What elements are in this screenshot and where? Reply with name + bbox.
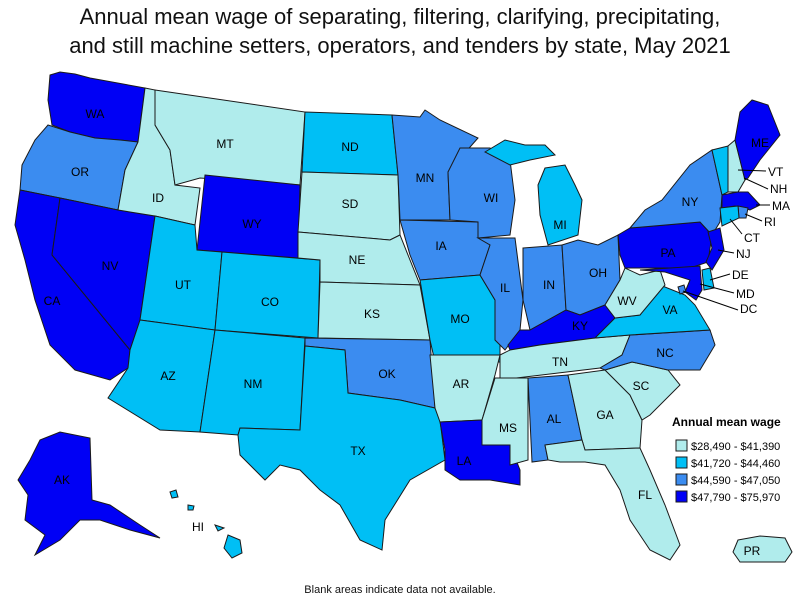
state-nh[interactable] [727,139,746,193]
legend-title: Annual mean wage [672,415,781,429]
state-shapes [14,71,793,563]
label-tn: TN [552,355,568,369]
label-ky: KY [572,319,588,333]
legend-label-1: $28,490 - $41,390 [691,441,780,453]
label-dc: DC [740,302,758,316]
state-nj[interactable] [705,227,725,271]
label-pa: PA [660,246,675,260]
leader-ri [744,213,763,222]
label-ne: NE [349,253,366,267]
legend-label-4: $47,790 - $75,970 [691,492,780,504]
label-al: AL [547,412,562,426]
label-nh: NH [770,182,787,196]
label-hi: HI [192,520,204,534]
label-mo: MO [450,312,469,326]
label-wa: WA [86,107,105,121]
label-ar: AR [453,377,470,391]
state-ak[interactable] [17,431,161,557]
label-pr: PR [744,544,761,558]
label-mi: MI [553,218,566,232]
state-ri[interactable] [737,205,749,219]
label-ak: AK [54,473,70,487]
label-ok: OK [378,367,395,381]
state-ms[interactable] [481,377,529,466]
label-mn: MN [416,171,435,185]
label-il: IL [500,281,510,295]
state-pa[interactable] [617,221,713,269]
label-nc: NC [656,346,674,360]
label-wi: WI [484,191,499,205]
label-sd: SD [342,197,359,211]
title-line-2: and still machine setters, operators, an… [69,33,731,58]
label-la: LA [457,454,472,468]
label-mt: MT [216,137,234,151]
leader-dc [682,290,739,311]
label-nm: NM [244,377,263,391]
leader-ct [729,218,743,235]
label-oh: OH [589,266,607,280]
map-title: Annual mean wage of separating, filterin… [0,2,800,60]
state-fl[interactable] [544,439,681,561]
legend: Annual mean wage $28,490 - $41,390 $41,7… [672,415,781,504]
footnote: Blank areas indicate data not available. [304,584,496,596]
state-labels: WA OR CA NV ID MT WY UT CO AZ NM ND SD N… [44,107,790,558]
state-tx[interactable] [237,345,446,551]
leader-md [699,283,735,294]
label-tx: TX [350,444,365,458]
state-md[interactable] [639,265,703,301]
label-ga: GA [596,408,613,422]
label-wy: WY [242,217,261,231]
state-ny[interactable] [628,149,723,236]
label-ma: MA [772,199,790,213]
label-nd: ND [341,140,359,154]
label-ct: CT [744,231,761,245]
label-fl: FL [638,488,652,502]
legend-label-3: $44,590 - $47,050 [691,475,780,487]
label-ca: CA [44,294,61,308]
leader-vt [737,169,767,172]
label-az: AZ [160,369,175,383]
state-ct[interactable] [719,205,740,227]
label-ut: UT [175,278,192,292]
label-co: CO [261,295,279,309]
label-ri: RI [764,215,776,229]
label-or: OR [71,165,89,179]
label-sc: SC [633,379,650,393]
label-nj: NJ [736,247,751,261]
label-id: ID [152,191,164,205]
legend-label-2: $41,720 - $44,460 [691,458,780,470]
label-ms: MS [499,421,517,435]
state-mi[interactable] [483,139,583,246]
state-nc[interactable] [598,329,716,371]
label-ks: KS [364,307,380,321]
label-me: ME [751,136,769,150]
state-wi[interactable] [447,147,516,239]
legend-swatch-1 [675,439,688,452]
label-ny: NY [682,195,699,209]
state-pr[interactable] [732,535,793,563]
label-md: MD [736,287,755,301]
label-va: VA [662,303,677,317]
label-in: IN [543,278,555,292]
label-nv: NV [102,259,119,273]
label-ia: IA [435,239,446,253]
state-hi[interactable] [169,489,243,559]
leader-nj [717,249,735,254]
legend-swatch-2 [675,456,688,469]
legend-swatch-4 [675,490,688,503]
title-line-1: Annual mean wage of separating, filterin… [79,4,721,29]
state-dc[interactable] [677,284,687,295]
legend-swatch-3 [675,473,688,486]
state-il[interactable] [476,237,524,351]
leader-de [709,273,731,281]
label-vt: VT [768,165,784,179]
leader-nh [743,177,769,190]
label-wv: WV [617,294,636,308]
label-de: DE [732,268,749,282]
